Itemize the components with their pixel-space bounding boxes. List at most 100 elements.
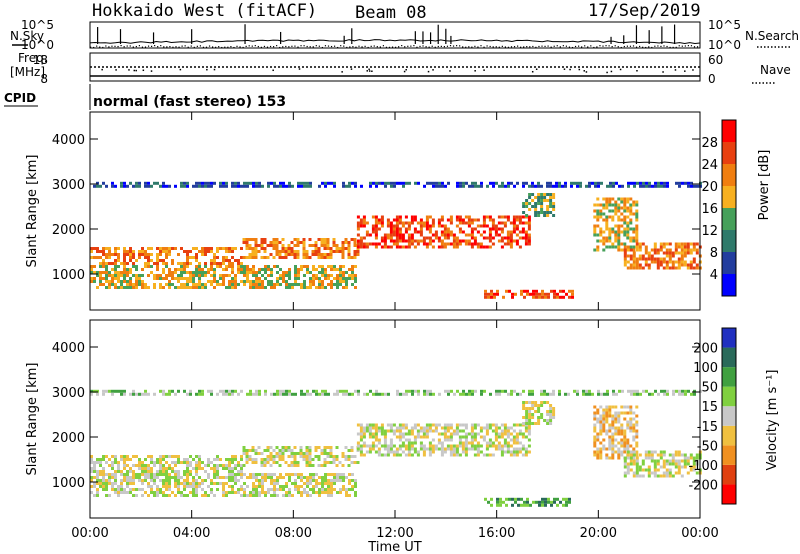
heatmap-cell (428, 239, 432, 243)
freq-dot (684, 70, 686, 72)
heatmap-cell (543, 214, 547, 217)
heatmap-cell (186, 265, 189, 268)
heatmap-cell (422, 426, 426, 430)
heatmap-cell (126, 280, 129, 283)
heatmap-cell (293, 250, 297, 253)
heatmap-cell (446, 227, 450, 231)
heatmap-cell (120, 470, 123, 473)
heatmap-cell (222, 184, 225, 188)
heatmap-cell (521, 435, 525, 439)
heatmap-cell (623, 206, 627, 210)
heatmap-cell (198, 455, 201, 458)
heatmap-cell (550, 503, 553, 507)
nsearch-dot (96, 45, 98, 47)
heatmap-cell (494, 233, 498, 237)
heatmap-cell (282, 274, 285, 277)
heatmap-cell (605, 411, 609, 415)
heatmap-cell (612, 181, 615, 185)
heatmap-cell (234, 259, 237, 262)
heatmap-cell (692, 459, 696, 463)
heatmap-cell (514, 497, 517, 501)
heatmap-cell (251, 247, 255, 250)
heatmap-cell (398, 432, 402, 436)
heatmap-cell (480, 181, 483, 185)
heatmap-cell (306, 494, 309, 497)
heatmap-cell (300, 286, 303, 289)
heatmap-cell (332, 238, 336, 241)
heatmap-cell (210, 265, 213, 268)
heatmap-cell (210, 392, 213, 396)
heatmap-cell (138, 488, 141, 491)
heatmap-cell (126, 473, 129, 476)
heatmap-cell (294, 473, 297, 476)
heatmap-cell (509, 242, 513, 246)
heatmap-cell (344, 241, 348, 244)
nsearch-dot (449, 45, 452, 47)
heatmap-cell (611, 435, 615, 439)
heatmap-cell (386, 221, 390, 225)
heatmap-cell (189, 491, 192, 494)
heatmap-cell (135, 277, 138, 280)
heatmap-cell (608, 429, 612, 433)
heatmap-cell (456, 181, 459, 185)
nsearch-dot (553, 45, 555, 47)
heatmap-cell (183, 482, 186, 485)
heatmap-cell (174, 286, 177, 289)
heatmap-cell (299, 241, 303, 244)
heatmap-cell (680, 242, 684, 246)
heatmap-cell (473, 426, 477, 430)
heatmap-cell (156, 488, 159, 491)
heatmap-cell (120, 184, 123, 188)
heatmap-cell (671, 474, 675, 478)
heatmap-cell (309, 184, 312, 188)
heatmap-cell (279, 274, 282, 277)
heatmap-cell (159, 473, 162, 476)
heatmap-cell (611, 230, 615, 234)
heatmap-cell (392, 450, 396, 454)
heatmap-cell (293, 452, 297, 455)
heatmap-cell (252, 271, 255, 274)
heatmap-cell (635, 227, 639, 231)
nsearch-dot (93, 46, 95, 49)
heatmap-cell (617, 411, 621, 415)
heatmap-cell (485, 429, 489, 433)
heatmap-cell (150, 184, 153, 188)
heatmap-cell (645, 181, 648, 185)
heatmap-cell (237, 184, 240, 188)
heatmap-cell (306, 476, 309, 479)
heatmap-cell (500, 239, 504, 243)
heatmap-cell (549, 193, 553, 196)
heatmap-cell (374, 218, 378, 222)
heatmap-cell (440, 426, 444, 430)
heatmap-cell (246, 274, 249, 277)
heatmap-cell (228, 458, 231, 461)
heatmap-cell (266, 461, 270, 464)
heatmap-cell (192, 184, 195, 188)
heatmap-cell (371, 215, 375, 219)
heatmap-cell (138, 274, 141, 277)
heatmap-cell (195, 392, 198, 396)
heatmap-cell (327, 473, 330, 476)
heatmap-cell (293, 256, 297, 259)
heatmap-cell (251, 253, 255, 256)
heatmap-cell (234, 286, 237, 289)
freq-tick-bottom: 8 (40, 72, 48, 86)
heatmap-cell (189, 485, 192, 488)
heatmap-cell (602, 420, 606, 424)
nsearch-dot (474, 45, 476, 47)
heatmap-cell (626, 221, 630, 225)
heatmap-cell (210, 491, 213, 494)
heatmap-cell (389, 426, 393, 430)
heatmap-cell (506, 444, 510, 448)
heatmap-cell (605, 206, 609, 210)
heatmap-cell (537, 422, 541, 425)
heatmap-cell (282, 271, 285, 274)
heatmap-cell (90, 455, 93, 458)
heatmap-cell (126, 271, 129, 274)
heatmap-cell (234, 389, 237, 393)
heatmap-cell (288, 488, 291, 491)
heatmap-cell (626, 224, 630, 228)
heatmap-cell (496, 503, 499, 507)
heatmap-cell (389, 429, 393, 433)
heatmap-cell (117, 271, 120, 274)
